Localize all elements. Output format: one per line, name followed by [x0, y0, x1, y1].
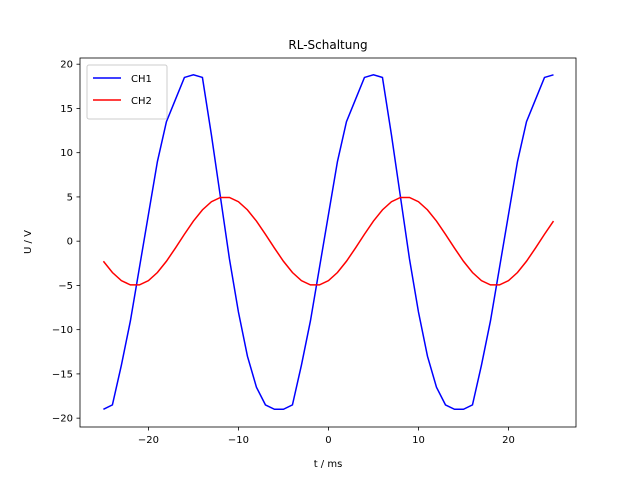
plot-frame	[79, 57, 577, 428]
data-line	[102, 196, 555, 286]
legend-label: CH2	[131, 96, 152, 107]
x-tick-label: −20	[138, 435, 159, 446]
x-tick-label: 10	[412, 435, 425, 446]
legend-box	[86, 64, 168, 120]
x-tick-label: 20	[502, 435, 515, 446]
y-tick-label: −15	[52, 369, 73, 380]
x-tick-label: −10	[228, 435, 249, 446]
chart-title: RL-Schaltung	[288, 38, 367, 52]
y-axis-label: U / V	[23, 230, 34, 254]
y-tick-label: −20	[52, 414, 73, 425]
y-tick-label: −5	[58, 281, 73, 292]
x-tick-label: 0	[325, 435, 331, 446]
legend-label: CH1	[131, 74, 152, 85]
y-tick-label: −10	[52, 325, 73, 336]
y-tick-label: 20	[60, 60, 73, 71]
y-tick-label: 15	[60, 104, 73, 115]
x-axis-label: t / ms	[314, 459, 343, 470]
y-tick-label: 0	[67, 237, 73, 248]
y-tick-label: 5	[67, 192, 73, 203]
data-line	[103, 74, 554, 411]
y-tick-label: 10	[60, 148, 73, 159]
